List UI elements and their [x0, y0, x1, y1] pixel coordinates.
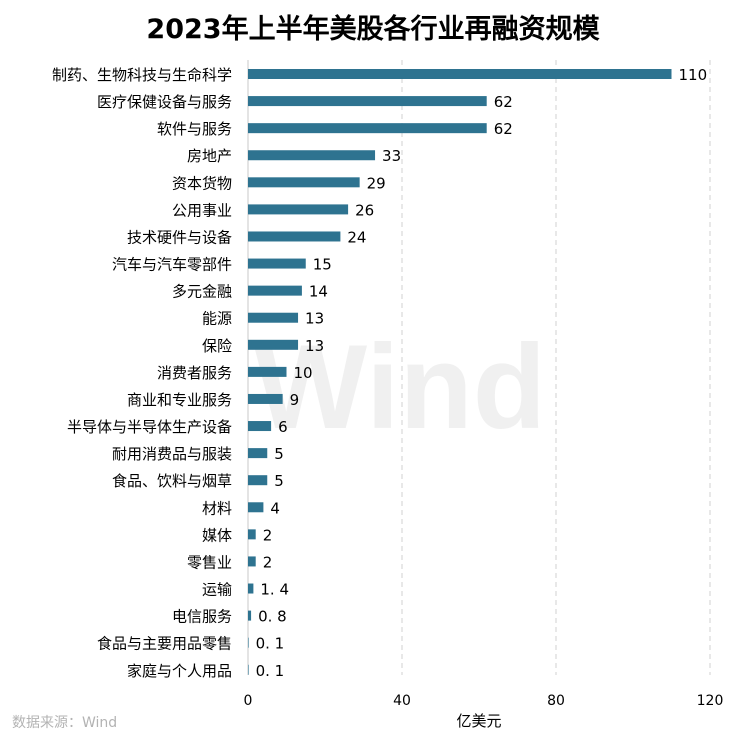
category-label: 耐用消费品与服装 — [112, 445, 232, 463]
category-label: 消费者服务 — [157, 364, 232, 382]
x-tick-label: 80 — [547, 693, 565, 709]
category-label: 食品、饮料与烟草 — [112, 472, 232, 490]
category-labels: 制药、生物科技与生命科学医疗保健设备与服务软件与服务房地产资本货物公用事业技术硬… — [52, 66, 232, 680]
x-axis-label: 亿美元 — [456, 712, 501, 730]
value-label: 0. 1 — [256, 662, 285, 680]
category-label: 零售业 — [187, 553, 232, 571]
category-label: 能源 — [202, 310, 232, 328]
category-label: 房地产 — [187, 147, 232, 165]
category-label: 软件与服务 — [157, 120, 232, 138]
value-label: 24 — [347, 228, 366, 246]
bar — [248, 393, 283, 404]
value-label: 2 — [263, 526, 273, 544]
bars-group — [248, 69, 672, 675]
bar — [248, 150, 376, 161]
value-labels: 110 62 62 33 29 26 24 15 14 13 13 10 96 5 5 4 2 2 1. 4 0. 8… — [256, 66, 708, 680]
value-label: 29 — [367, 174, 386, 192]
bar — [248, 610, 252, 621]
value-label: 0. 1 — [256, 635, 285, 653]
value-label: 4 — [270, 499, 280, 517]
category-label: 公用事业 — [172, 201, 232, 219]
bar — [248, 177, 360, 188]
bar — [248, 502, 264, 513]
category-label: 商业和专业服务 — [127, 391, 232, 409]
bar — [248, 664, 249, 675]
bar — [248, 96, 487, 107]
x-axis-ticks: 0 40 80 120 — [244, 693, 724, 709]
value-label: 5 — [274, 472, 284, 490]
x-tick-label: 120 — [697, 693, 724, 709]
bar — [248, 475, 268, 486]
category-label: 家庭与个人用品 — [127, 662, 232, 680]
bar — [248, 637, 249, 648]
category-label: 保险 — [202, 337, 232, 355]
category-label: 汽车与汽车零部件 — [112, 256, 232, 274]
x-tick-label: 40 — [393, 693, 411, 709]
watermark-text: Wind — [254, 320, 546, 454]
chart-title: 2023年上半年美股各行业再融资规模 — [146, 13, 599, 45]
category-label: 资本货物 — [172, 174, 232, 192]
value-label: 15 — [313, 256, 332, 274]
bar — [248, 421, 272, 432]
value-label: 62 — [494, 93, 513, 111]
bar — [248, 123, 487, 134]
value-label: 9 — [290, 391, 300, 409]
bar — [248, 204, 349, 215]
value-label: 6 — [278, 418, 288, 436]
value-label: 5 — [274, 445, 284, 463]
bar — [248, 258, 306, 269]
value-label: 13 — [305, 337, 324, 355]
category-label: 医疗保健设备与服务 — [97, 93, 232, 111]
category-label: 制药、生物科技与生命科学 — [52, 66, 232, 84]
category-label: 运输 — [202, 581, 232, 599]
value-label: 2 — [263, 553, 273, 571]
value-label: 1. 4 — [260, 581, 289, 599]
bar — [248, 285, 302, 296]
category-label: 半导体与半导体生产设备 — [67, 418, 232, 436]
source-note: 数据来源：Wind — [12, 715, 117, 731]
value-label: 33 — [382, 147, 401, 165]
value-label: 110 — [679, 66, 708, 84]
bar — [248, 231, 341, 242]
category-label: 电信服务 — [172, 608, 232, 626]
value-label: 62 — [494, 120, 513, 138]
bar — [248, 583, 254, 594]
value-label: 0. 8 — [258, 608, 287, 626]
category-label: 食品与主要用品零售 — [97, 635, 232, 653]
category-label: 多元金融 — [172, 283, 232, 301]
x-tick-label: 0 — [244, 693, 253, 709]
value-label: 10 — [294, 364, 313, 382]
value-label: 14 — [309, 283, 328, 301]
value-label: 26 — [355, 201, 374, 219]
category-label: 技术硬件与设备 — [127, 228, 232, 246]
bar — [248, 339, 299, 350]
bar — [248, 312, 299, 323]
bar — [248, 69, 672, 79]
bar — [248, 366, 287, 377]
bar — [248, 556, 256, 567]
category-label: 材料 — [202, 499, 232, 517]
bar — [248, 529, 256, 540]
bar — [248, 448, 268, 459]
value-label: 13 — [305, 310, 324, 328]
category-label: 媒体 — [202, 526, 232, 544]
